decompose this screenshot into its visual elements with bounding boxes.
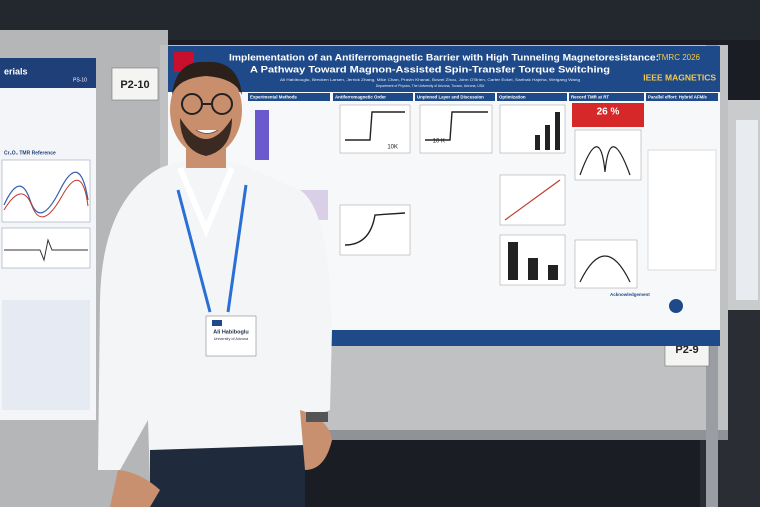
left-poster-tag: PS-10 bbox=[73, 77, 87, 83]
main-poster-part bbox=[497, 93, 567, 101]
badge-name: Ali Habiboglu bbox=[213, 329, 248, 335]
poster-figure-part bbox=[574, 239, 638, 289]
main-poster-part bbox=[333, 93, 413, 101]
poster-figure-part bbox=[499, 174, 566, 226]
section-heading: Experimental Methods bbox=[250, 95, 297, 100]
section-heading: Antiferromagnetic Order bbox=[335, 95, 386, 100]
section-heading: Parallel effort: Hybrid AFM/e bbox=[648, 95, 707, 100]
poster-figure-part bbox=[669, 299, 683, 313]
person-part bbox=[180, 118, 232, 156]
left-poster-part bbox=[4, 238, 88, 262]
poster-figure-part bbox=[579, 146, 631, 176]
poster-figure-part bbox=[499, 104, 566, 154]
person-part bbox=[195, 129, 219, 134]
section-heading: Unpinned Layer and Discussion bbox=[417, 95, 484, 100]
poster-figure-part bbox=[572, 103, 644, 127]
poster-figure-part bbox=[504, 179, 561, 221]
poster-acknowledgement: Acknowledgement bbox=[610, 292, 650, 297]
left-poster-part bbox=[0, 58, 96, 88]
poster-figure-part bbox=[647, 149, 717, 271]
society-logo-text: IEEE MAGNETICS bbox=[643, 72, 716, 82]
poster-board-part bbox=[736, 120, 758, 300]
name-badge bbox=[205, 315, 257, 357]
poster-figure-part bbox=[425, 111, 488, 141]
poster-figure-part bbox=[548, 265, 558, 280]
left-poster-heading: erials bbox=[4, 66, 28, 76]
person-part bbox=[172, 61, 242, 95]
person-part bbox=[300, 410, 332, 470]
sign-label: P2-10 bbox=[120, 79, 149, 91]
person-part bbox=[306, 412, 328, 422]
section-heading: Record TMR at RT bbox=[571, 95, 609, 100]
poster-figure-part bbox=[545, 125, 550, 150]
main-poster-part bbox=[569, 93, 644, 101]
poster-figure-part bbox=[508, 242, 518, 280]
poster-figure-part bbox=[344, 212, 406, 246]
left-poster-part bbox=[2, 300, 90, 410]
person-part bbox=[150, 445, 305, 507]
poster-figure-part bbox=[339, 104, 411, 154]
sign-label: P2-9 bbox=[675, 344, 698, 356]
conference-label: TMRC 2026 bbox=[657, 53, 701, 62]
poster-figure-part bbox=[255, 110, 269, 160]
poster-title: A Pathway Toward Magnon-Assisted Spin-Tr… bbox=[250, 64, 610, 74]
poster-board-part bbox=[160, 430, 728, 440]
main-poster-part bbox=[415, 93, 495, 101]
poster-affiliation: Department of Physics, The University of… bbox=[376, 84, 485, 88]
poster-figure-part bbox=[339, 204, 411, 256]
main-poster-part bbox=[646, 93, 718, 101]
main-poster-part bbox=[168, 46, 720, 92]
badge-affiliation: University of Arizona bbox=[214, 337, 249, 341]
poster-figure-part bbox=[579, 255, 631, 283]
person-part bbox=[177, 166, 235, 238]
plot-label: 10K bbox=[387, 145, 398, 151]
poster-figure-part bbox=[528, 258, 538, 280]
poster-authors: Ali Habibouglu, Brecken Larsen, Jerrick … bbox=[280, 78, 580, 82]
left-poster bbox=[0, 58, 96, 420]
person-part bbox=[110, 470, 160, 507]
name-badge-part bbox=[212, 320, 222, 326]
person-part bbox=[176, 184, 248, 313]
poster-figure-part bbox=[535, 135, 540, 150]
record-value: 26 % bbox=[597, 107, 620, 118]
left-poster-part bbox=[3, 179, 89, 218]
left-poster-section: Cr₂O₃ TMR Reference bbox=[4, 150, 56, 156]
poster-figure-part bbox=[345, 111, 405, 141]
main-poster-part bbox=[248, 93, 330, 101]
poster-title: Implementation of an Antiferromagnetic B… bbox=[229, 52, 659, 62]
sign-card-part bbox=[111, 67, 159, 101]
section-heading: Optimization bbox=[499, 95, 526, 100]
poster-figure-part bbox=[419, 104, 493, 154]
left-poster-part bbox=[3, 171, 89, 214]
left-poster-part bbox=[1, 159, 91, 223]
plot-label: 10 K bbox=[433, 139, 445, 145]
poster-figure-part bbox=[555, 112, 560, 150]
poster-sections: Experimental Methods Antiferromagnetic Or… bbox=[250, 95, 707, 100]
